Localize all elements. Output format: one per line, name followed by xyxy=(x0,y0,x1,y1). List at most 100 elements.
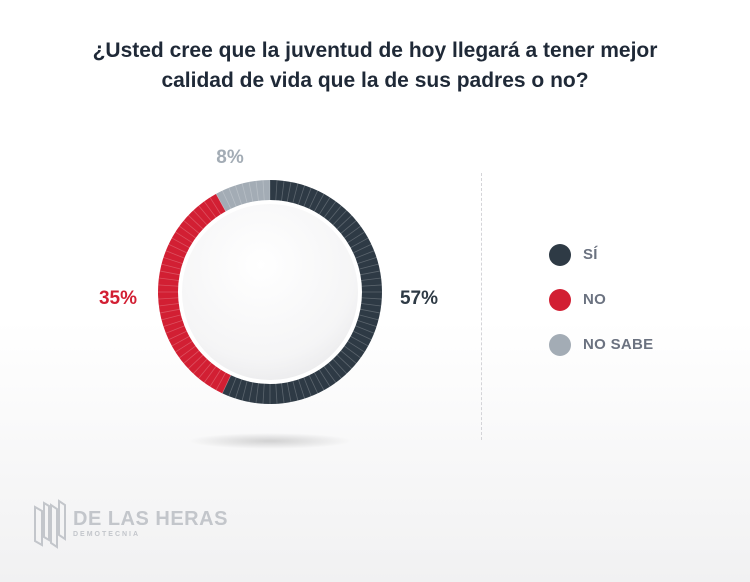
legend-dot-no xyxy=(549,288,571,311)
segment-tick xyxy=(352,250,376,260)
segment-tick xyxy=(330,356,348,375)
segment-tick xyxy=(334,352,353,370)
segment-tick xyxy=(317,366,331,388)
segment-tick xyxy=(312,192,325,215)
segment-tick xyxy=(209,196,223,218)
segment-tick xyxy=(307,189,319,212)
segment-tick xyxy=(297,184,306,208)
legend-label-no: NO xyxy=(583,291,607,308)
segment-tick xyxy=(187,214,206,232)
segment-tick xyxy=(221,372,233,395)
segment-tick xyxy=(338,219,358,236)
segment-tick xyxy=(350,243,373,255)
segment-tick xyxy=(356,313,380,321)
value-label-no-sabe: 8% xyxy=(216,147,244,168)
segment-tick xyxy=(228,374,238,398)
segment-tick xyxy=(347,237,370,250)
segment-tick xyxy=(203,200,219,221)
segment-tick xyxy=(197,360,214,380)
legend-item-no: NO xyxy=(549,277,653,322)
segment-tick xyxy=(203,363,219,384)
donut-value-labels: 57% 35% 8% xyxy=(99,147,438,309)
segment-tick xyxy=(197,204,214,224)
chart-title-line-2: calidad de vida que la de sus padres o n… xyxy=(161,69,589,92)
chart-title-line-1: ¿Usted cree que la juventud de hoy llega… xyxy=(92,39,658,62)
segment-tick xyxy=(286,180,292,205)
segment-tick xyxy=(302,186,312,210)
segment-tick xyxy=(354,256,378,265)
legend-item-no-sabe: NO SABE xyxy=(549,322,653,367)
segment-tick xyxy=(326,360,343,380)
segment-tick xyxy=(221,189,233,212)
segment-tick xyxy=(344,231,366,245)
value-label-no: 35% xyxy=(99,288,137,309)
segment-tick xyxy=(248,180,254,205)
donut-segment-ticks xyxy=(157,179,383,405)
segment-tick xyxy=(182,348,202,365)
brand-logo: DE LAS HERAS DEMOTECNIA xyxy=(33,497,228,549)
segment-tick xyxy=(164,250,188,260)
segment-tick xyxy=(356,263,380,271)
legend-label-si: SÍ xyxy=(583,246,598,263)
segment-tick xyxy=(354,319,378,328)
segment-tick xyxy=(275,179,278,204)
segment-tick xyxy=(178,343,199,359)
chart-title: ¿Usted cree que la juventud de hoy llega… xyxy=(40,36,710,96)
slice-no xyxy=(158,193,232,394)
segment-tick xyxy=(302,374,312,398)
segment-tick xyxy=(192,356,210,375)
logo-name: DE LAS HERAS xyxy=(73,507,228,530)
segment-tick xyxy=(350,329,373,341)
segment-tick xyxy=(160,263,184,271)
segment-tick xyxy=(312,369,325,392)
segment-tick xyxy=(170,237,193,250)
segment-tick xyxy=(234,184,243,208)
segment-tick xyxy=(174,339,196,353)
segment-tick xyxy=(344,339,366,353)
donut-shadow xyxy=(188,433,352,449)
segment-tick xyxy=(291,182,299,206)
segment-tick xyxy=(187,352,206,370)
logo-subtitle: DEMOTECNIA xyxy=(73,530,141,538)
slice-no-sabe xyxy=(216,180,270,214)
segment-tick xyxy=(280,179,285,204)
segment-tick xyxy=(241,378,249,402)
legend-item-si: SÍ xyxy=(549,232,653,277)
segment-tick xyxy=(158,308,183,314)
segment-tick xyxy=(286,379,292,404)
segment-tick xyxy=(330,209,348,228)
segment-tick xyxy=(321,200,337,221)
segment-tick xyxy=(178,225,199,241)
segment-tick xyxy=(291,378,299,402)
segment-tick xyxy=(234,376,243,400)
logo-mark-icon xyxy=(34,499,66,549)
segment-tick xyxy=(174,231,196,245)
segment-tick xyxy=(215,369,228,392)
segment-tick xyxy=(170,334,193,347)
segment-tick xyxy=(209,366,223,388)
segment-tick xyxy=(248,379,254,404)
segment-tick xyxy=(157,297,182,300)
segment-tick xyxy=(228,186,238,210)
segment-tick xyxy=(334,214,353,232)
segment-tick xyxy=(164,324,188,334)
segment-tick xyxy=(358,277,383,282)
legend-dot-no-sabe xyxy=(549,333,571,356)
segment-tick xyxy=(167,243,190,255)
segment-tick xyxy=(326,204,343,224)
segment-tick xyxy=(162,319,186,328)
segment-tick xyxy=(357,270,382,276)
segment-tick xyxy=(162,256,186,265)
segment-tick xyxy=(255,179,260,204)
segment-tick xyxy=(347,334,370,347)
segment-tick xyxy=(307,372,319,395)
segment-tick xyxy=(297,376,306,400)
segment-tick xyxy=(255,380,260,405)
value-label-si: 57% xyxy=(400,288,438,309)
segment-tick xyxy=(341,343,362,359)
segment-tick xyxy=(262,179,265,204)
segment-tick xyxy=(321,363,337,384)
segment-tick xyxy=(215,192,228,215)
segment-tick xyxy=(358,284,383,287)
